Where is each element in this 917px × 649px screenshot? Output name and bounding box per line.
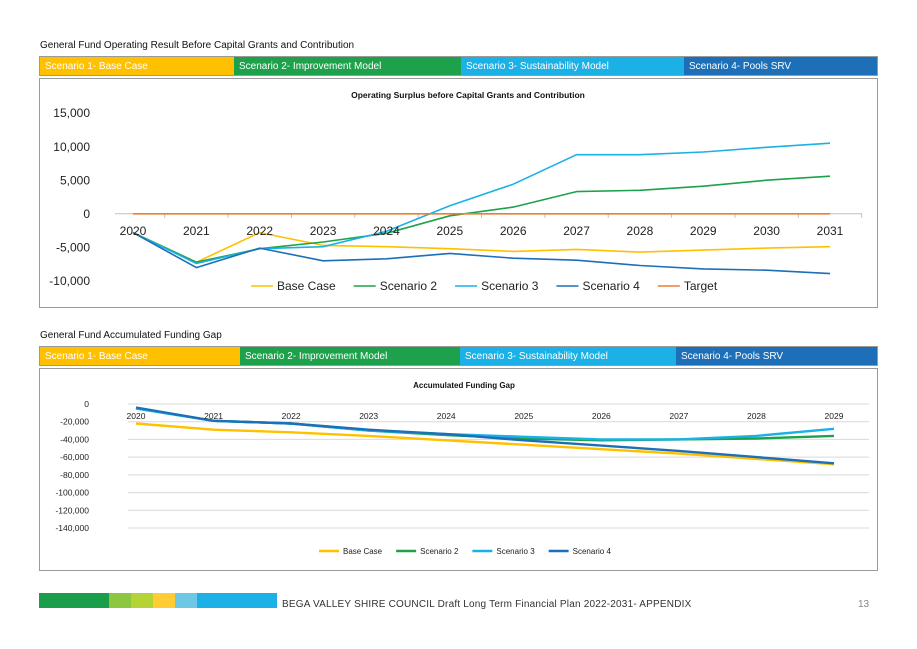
chart-operating-surplus-frame: Operating Surplus before Capital Grants …	[39, 78, 878, 308]
chart-title: Accumulated Funding Gap	[413, 381, 515, 390]
x-tick-label: 2022	[246, 224, 273, 238]
legend-label: Scenario 4	[573, 547, 612, 556]
y-tick-label: -100,000	[55, 488, 89, 498]
page-number: 13	[858, 599, 870, 610]
footer-strip-segment	[39, 593, 109, 608]
x-tick-label: 2020	[127, 411, 146, 421]
scenario-tag-pools-srv: Scenario 4- Pools SRV	[676, 347, 877, 365]
chart-title: Operating Surplus before Capital Grants …	[351, 90, 585, 100]
x-tick-label: 2023	[359, 411, 378, 421]
scenario-tag-pools-srv: Scenario 4- Pools SRV	[684, 57, 877, 75]
x-tick-label: 2024	[373, 224, 400, 238]
footer-color-strip	[39, 593, 277, 608]
y-tick-label: -60,000	[60, 452, 89, 462]
x-tick-label: 2028	[627, 224, 654, 238]
x-tick-label: 2020	[120, 224, 147, 238]
x-tick-label: 2026	[500, 224, 527, 238]
x-tick-label: 2027	[563, 224, 590, 238]
section-title-funding-gap: General Fund Accumulated Funding Gap	[40, 330, 222, 341]
series-line-base-case	[135, 422, 835, 466]
x-tick-label: 2021	[204, 411, 223, 421]
footer-strip-segment	[175, 593, 197, 608]
y-tick-label: -80,000	[60, 470, 89, 480]
x-tick-label: 2028	[747, 411, 766, 421]
y-tick-label: -20,000	[60, 417, 89, 427]
series-line-scenario-4	[135, 406, 835, 465]
legend-label: Scenario 3	[481, 279, 539, 293]
x-tick-label: 2025	[436, 224, 463, 238]
x-tick-label: 2025	[514, 411, 533, 421]
y-tick-label: -120,000	[55, 505, 89, 515]
y-tick-label: -40,000	[60, 434, 89, 444]
scenario-tag-base-case: Scenario 1- Base Case	[40, 347, 240, 365]
section-title-operating-result: General Fund Operating Result Before Cap…	[40, 40, 355, 51]
x-tick-label: 2029	[825, 411, 844, 421]
footer-strip-segment	[153, 593, 175, 608]
scenario-tag-improvement: Scenario 2- Improvement Model	[240, 347, 460, 365]
y-tick-label: -5,000	[56, 241, 90, 255]
x-tick-label: 2031	[817, 224, 844, 238]
legend-label: Base Case	[343, 547, 383, 556]
x-tick-label: 2029	[690, 224, 717, 238]
x-tick-label: 2026	[592, 411, 611, 421]
chart-funding-gap: Accumulated Funding Gap 0 -20,000 -40,000 -6…	[55, 381, 869, 556]
legend-label: Scenario 3	[496, 547, 535, 556]
y-tick-label: 15,000	[53, 106, 90, 120]
scenario-tag-base-case: Scenario 1- Base Case	[40, 57, 234, 75]
legend-label: Scenario 2	[420, 547, 459, 556]
x-tick-label: 2030	[753, 224, 780, 238]
y-tick-label: 0	[83, 207, 90, 221]
footer-document-title: BEGA VALLEY SHIRE COUNCIL Draft Long Ter…	[282, 599, 692, 610]
y-tick-label: 5,000	[60, 173, 90, 187]
series-line-scenario-3	[135, 407, 835, 441]
x-tick-label: 2021	[183, 224, 210, 238]
y-tick-label: 10,000	[53, 140, 90, 154]
scenario-tag-sustainability: Scenario 3- Sustainability Model	[460, 347, 676, 365]
chart-operating-surplus: Operating Surplus before Capital Grants …	[49, 90, 863, 293]
scenario-tag-sustainability: Scenario 3- Sustainability Model	[461, 57, 684, 75]
legend-label: Target	[684, 279, 718, 293]
x-tick-label: 2022	[282, 411, 301, 421]
series-line-scenario-4	[132, 231, 831, 275]
series-line-base-case	[132, 231, 831, 263]
x-tick-label: 2027	[669, 411, 688, 421]
legend-label: Scenario 2	[380, 279, 438, 293]
footer-strip-segment	[131, 593, 153, 608]
scenario-bar-2: Scenario 1- Base Case Scenario 2- Improv…	[39, 346, 878, 366]
chart-funding-gap-frame: Accumulated Funding Gap 0 -20,000 -40,000 -6…	[39, 368, 878, 571]
scenario-tag-improvement: Scenario 2- Improvement Model	[234, 57, 461, 75]
legend-label: Scenario 4	[582, 279, 640, 293]
x-tick-label: 2023	[310, 224, 337, 238]
scenario-bar-1: Scenario 1- Base Case Scenario 2- Improv…	[39, 56, 878, 76]
footer-strip-segment	[109, 593, 131, 608]
x-tick-label: 2024	[437, 411, 456, 421]
y-tick-label: -10,000	[49, 274, 90, 288]
y-tick-label: -140,000	[55, 523, 89, 533]
series-line-scenario-3	[132, 142, 831, 265]
y-tick-label: 0	[84, 399, 89, 409]
legend-label: Base Case	[277, 279, 336, 293]
footer-strip-segment	[197, 593, 277, 608]
